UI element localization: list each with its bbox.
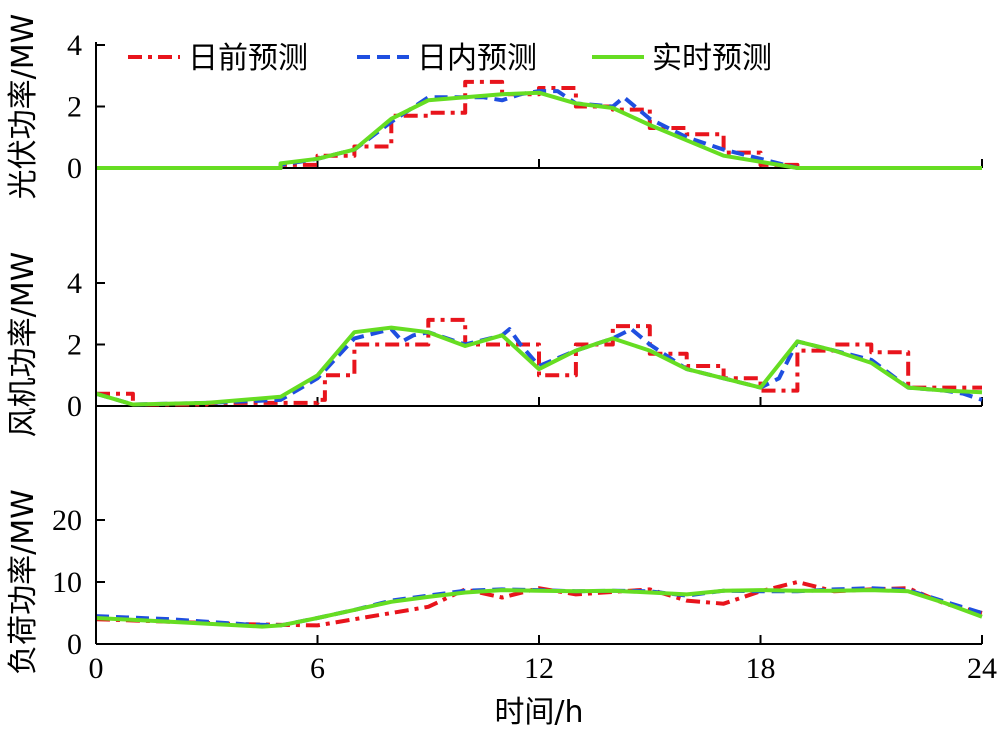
- series-line-3: [95, 588, 983, 629]
- y-tick-label: 2: [67, 91, 82, 124]
- y-axis-label: 负荷功率/MW: [6, 489, 41, 675]
- y-tick-label: 2: [67, 329, 82, 362]
- x-tick-label: 24: [967, 652, 997, 685]
- y-tick-label: 0: [67, 628, 82, 661]
- y-tick-label: 4: [67, 29, 82, 62]
- chart-axes: 0 6 12 18 24: [89, 42, 997, 685]
- series-line-3: [95, 325, 983, 407]
- y-tick-label: 10: [52, 566, 82, 599]
- y-axis-label: 光伏功率/MW: [6, 14, 41, 200]
- panel-1: 0 2 4 光伏功率/MW: [6, 14, 983, 200]
- x-tick-label: 6: [310, 652, 325, 685]
- legend-item: 日内预测: [357, 41, 537, 76]
- legend-item: 实时预测: [592, 41, 772, 76]
- series-line-3: [96, 90, 982, 170]
- series-line-1: [96, 79, 982, 170]
- series-line-2: [95, 586, 983, 628]
- panel-3: 0 10 20 负荷功率/MW: [6, 489, 983, 675]
- series-line-1: [96, 317, 982, 407]
- legend-label: 实时预测: [652, 41, 772, 76]
- chart-panels: 0 2 4 光伏功率/MW 0 2 4 风机功率/MW 0 10 20 负荷功率/MW: [6, 14, 983, 675]
- y-axis-label: 风机功率/MW: [6, 252, 41, 438]
- legend-label: 日内预测: [417, 41, 537, 76]
- y-tick-label: 0: [67, 152, 82, 185]
- x-tick-label: 12: [524, 652, 554, 685]
- legend-label: 日前预测: [188, 41, 308, 76]
- x-tick-label: 18: [746, 652, 776, 685]
- legend: 日前预测 日内预测 实时预测: [128, 41, 772, 76]
- y-tick-label: 20: [52, 504, 82, 537]
- y-tick-label: 0: [67, 390, 82, 423]
- x-axis-label: 时间/h: [494, 695, 583, 730]
- x-tick-label: 0: [89, 652, 104, 685]
- legend-item: 日前预测: [128, 41, 308, 76]
- series-line-2: [96, 89, 982, 170]
- y-tick-label: 4: [67, 267, 82, 300]
- panel-2: 0 2 4 风机功率/MW: [6, 252, 983, 438]
